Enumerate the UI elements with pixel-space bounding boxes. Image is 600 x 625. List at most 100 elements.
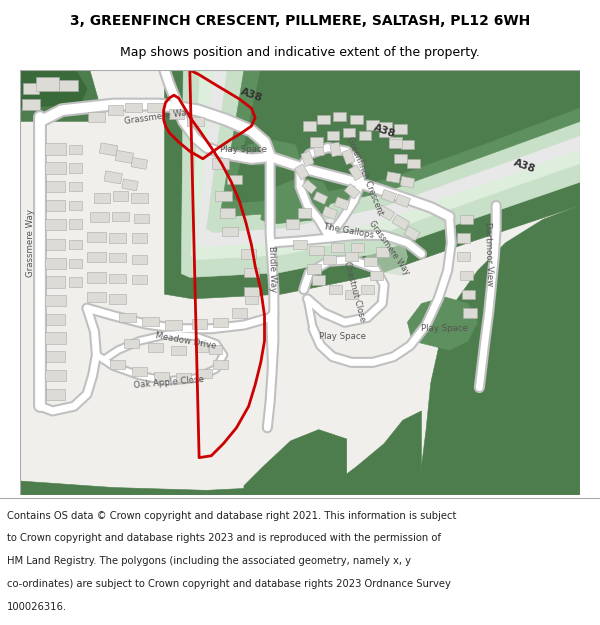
Bar xyxy=(176,372,191,382)
Bar xyxy=(457,234,470,242)
Bar xyxy=(310,246,324,255)
Bar xyxy=(460,215,473,224)
Text: to Crown copyright and database rights 2023 and is reproduced with the permissio: to Crown copyright and database rights 2… xyxy=(7,533,441,543)
Bar xyxy=(232,308,247,318)
Bar xyxy=(36,78,59,91)
Text: Contains OS data © Crown copyright and database right 2021. This information is : Contains OS data © Crown copyright and d… xyxy=(7,511,457,521)
Bar xyxy=(45,295,65,306)
Bar xyxy=(191,319,206,329)
Bar xyxy=(109,274,126,283)
Bar xyxy=(401,140,414,149)
Bar xyxy=(69,219,82,229)
Text: Greenfinch Crescent: Greenfinch Crescent xyxy=(346,135,385,216)
Polygon shape xyxy=(233,70,580,202)
Text: Dartmoor View: Dartmoor View xyxy=(483,222,494,286)
Bar xyxy=(349,165,364,181)
Bar xyxy=(87,252,106,262)
Bar xyxy=(322,206,338,219)
Polygon shape xyxy=(164,70,580,299)
Polygon shape xyxy=(421,70,580,196)
Bar xyxy=(46,181,65,192)
Bar xyxy=(22,99,40,110)
Bar xyxy=(379,128,392,138)
Text: Chestnut Close: Chestnut Close xyxy=(342,260,367,322)
Bar xyxy=(46,314,65,325)
Bar xyxy=(307,264,320,274)
Bar xyxy=(69,259,82,268)
Text: A38: A38 xyxy=(239,87,264,104)
Bar xyxy=(112,212,129,221)
Bar xyxy=(142,317,159,326)
Bar xyxy=(381,189,397,202)
Bar xyxy=(463,308,476,318)
Bar xyxy=(109,253,126,262)
Bar xyxy=(350,115,362,124)
Text: Play Space: Play Space xyxy=(319,332,365,341)
Bar xyxy=(87,292,106,302)
Bar xyxy=(134,214,149,223)
Text: co-ordinates) are subject to Crown copyright and database rights 2023 Ordnance S: co-ordinates) are subject to Crown copyr… xyxy=(7,579,451,589)
Bar xyxy=(244,268,259,278)
Polygon shape xyxy=(337,411,421,495)
Polygon shape xyxy=(20,462,580,495)
Bar xyxy=(171,346,186,355)
Text: Meadow Drive: Meadow Drive xyxy=(155,331,217,351)
Bar xyxy=(317,115,330,124)
Bar xyxy=(395,194,410,208)
Bar xyxy=(59,80,77,91)
Bar xyxy=(345,289,358,299)
Bar xyxy=(115,151,134,163)
Bar xyxy=(326,131,339,139)
Bar xyxy=(329,285,342,294)
Bar xyxy=(132,367,147,376)
Bar xyxy=(69,201,82,210)
Bar xyxy=(110,359,125,369)
Bar xyxy=(364,257,377,266)
Bar xyxy=(345,252,358,261)
Bar xyxy=(122,179,138,191)
Polygon shape xyxy=(197,70,580,246)
Bar xyxy=(69,145,82,154)
Text: Play Space: Play Space xyxy=(220,145,268,154)
Bar xyxy=(376,248,389,257)
Bar xyxy=(407,159,421,168)
Text: Grassmere Way: Grassmere Way xyxy=(124,107,193,126)
Bar xyxy=(209,344,223,354)
Bar xyxy=(400,176,415,188)
Bar xyxy=(286,219,299,229)
Polygon shape xyxy=(206,70,580,232)
Bar xyxy=(220,208,235,217)
Bar xyxy=(104,171,122,184)
Bar xyxy=(331,242,344,252)
Bar xyxy=(113,191,128,201)
Polygon shape xyxy=(421,206,580,495)
Polygon shape xyxy=(20,70,99,121)
Bar xyxy=(404,226,420,241)
Bar xyxy=(457,252,470,261)
Bar xyxy=(109,294,126,304)
Text: Grassmere Way: Grassmere Way xyxy=(367,219,411,276)
Bar xyxy=(310,138,323,147)
Polygon shape xyxy=(239,140,300,168)
Polygon shape xyxy=(365,234,407,276)
Bar xyxy=(386,172,401,183)
Text: Play Space: Play Space xyxy=(421,324,468,333)
Bar xyxy=(460,271,473,280)
Text: A38: A38 xyxy=(512,158,536,175)
Bar xyxy=(342,149,355,164)
Polygon shape xyxy=(244,429,347,495)
Text: A38: A38 xyxy=(372,122,397,139)
Bar xyxy=(343,128,355,137)
Bar xyxy=(197,369,212,378)
Text: Map shows position and indicative extent of the property.: Map shows position and indicative extent… xyxy=(120,46,480,59)
Bar xyxy=(302,179,317,194)
Polygon shape xyxy=(261,177,332,224)
Bar xyxy=(107,106,122,115)
Text: The Gallops: The Gallops xyxy=(323,222,374,239)
Bar xyxy=(344,184,361,199)
Bar xyxy=(313,192,328,204)
Bar xyxy=(45,162,65,174)
Bar xyxy=(293,240,307,249)
Bar xyxy=(303,121,316,131)
Bar xyxy=(131,158,148,169)
